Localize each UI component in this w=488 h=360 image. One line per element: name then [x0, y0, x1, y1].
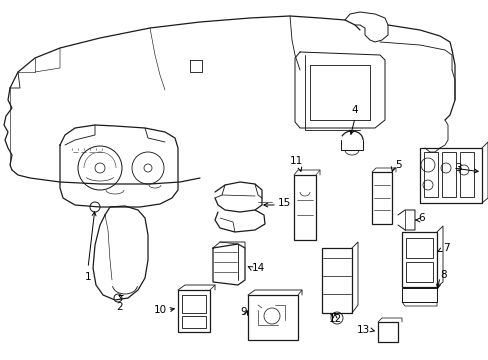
Bar — [247, 295, 297, 340]
Bar — [377, 322, 397, 342]
Text: 14: 14 — [251, 263, 264, 273]
Bar — [182, 295, 205, 313]
Text: 7: 7 — [442, 243, 448, 253]
Bar — [405, 262, 432, 282]
Text: 6: 6 — [417, 213, 424, 223]
Bar — [459, 152, 473, 197]
Text: 3: 3 — [454, 163, 461, 173]
Text: 11: 11 — [289, 156, 302, 166]
Text: 4: 4 — [351, 105, 358, 115]
Bar — [321, 248, 351, 313]
Bar — [405, 238, 432, 258]
Text: 15: 15 — [278, 198, 291, 208]
Bar — [293, 175, 315, 240]
Bar — [182, 316, 205, 328]
Text: 9: 9 — [240, 307, 246, 317]
Text: 10: 10 — [154, 305, 167, 315]
Bar — [401, 232, 436, 287]
Text: 13: 13 — [356, 325, 369, 335]
Text: 5: 5 — [394, 160, 401, 170]
Text: 8: 8 — [439, 270, 446, 280]
Text: 2: 2 — [117, 302, 123, 312]
Text: 12: 12 — [328, 314, 341, 324]
Bar — [178, 290, 209, 332]
Bar — [441, 152, 455, 197]
Bar — [419, 148, 481, 203]
Text: 1: 1 — [84, 272, 91, 282]
Bar — [423, 152, 437, 197]
Bar — [401, 288, 436, 302]
Bar — [371, 172, 391, 224]
